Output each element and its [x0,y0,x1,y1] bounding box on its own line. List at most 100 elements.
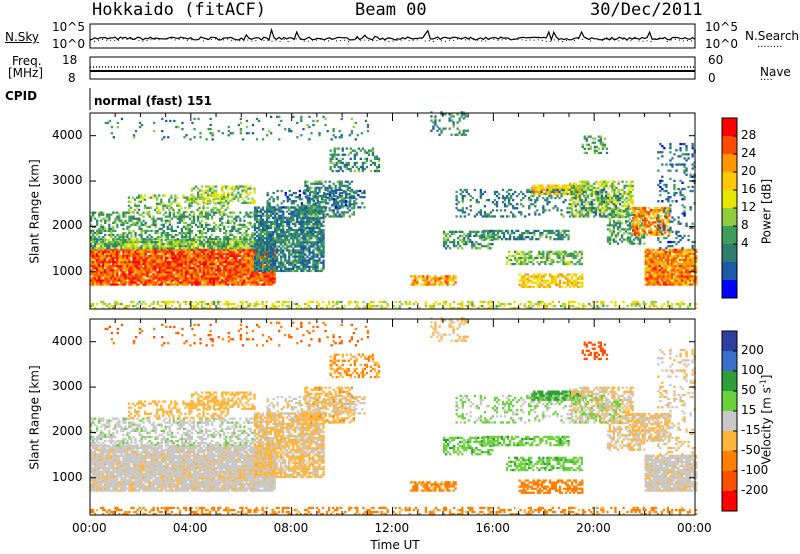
power-cell [522,252,525,255]
power-cell [213,229,216,233]
power-cell [140,254,143,258]
power-cell [312,255,315,258]
power-cell [467,240,470,244]
power-cell [253,214,257,217]
power-cell [282,224,285,228]
power-cell [176,279,179,282]
power-cell [302,267,305,270]
power-cell [235,273,238,276]
power-cell [186,281,190,284]
power-cell [331,155,334,158]
power-cell [300,224,303,228]
power-cell [158,236,161,239]
power-cell [202,197,206,200]
power-cell [194,271,198,274]
power-cell [158,271,161,274]
power-cell [259,241,263,244]
power-cell [198,283,202,286]
power-cell [205,243,208,246]
power-cell [126,243,129,246]
power-cell [276,237,279,240]
power-cell [266,257,269,260]
power-cell [229,247,232,250]
power-cell [257,226,261,230]
power-cell [192,236,196,239]
power-cell [178,245,181,248]
power-cell [134,277,137,280]
power-cell [166,227,169,231]
power-cell [152,245,155,248]
power-cell [282,214,285,217]
power-cell [108,245,111,248]
power-cell [526,262,529,266]
power-cell [110,277,113,280]
power-cell [102,275,105,278]
power-cell [263,251,267,254]
power-cell [278,228,281,232]
power-cell [209,269,212,272]
nsearch-point [618,40,620,42]
power-cell [164,238,167,242]
power-cell [557,233,560,237]
power-cell [268,202,271,205]
power-cell [304,267,307,270]
power-cell [138,225,141,228]
power-cell [292,239,295,242]
power-cell [442,236,446,240]
power-cell [528,254,531,258]
power-cell [235,275,238,278]
power-cell [273,247,276,250]
power-cell [130,269,133,272]
power-cell [207,229,210,233]
power-cell [94,281,97,284]
power-cell [116,252,119,255]
power-cell [294,263,297,266]
power-cell [552,258,555,262]
power-cell [536,256,539,260]
power-cell [544,281,548,284]
power-cell [550,262,553,266]
power-cell [353,163,356,167]
power-cell [288,253,291,256]
power-cell [263,247,267,250]
power-cell [136,260,139,264]
power-cell [324,186,327,189]
power-cell [211,217,214,220]
power-cell [192,215,196,218]
power-cell [576,254,579,258]
power-cell [267,262,270,266]
power-cell [154,208,157,211]
nsearch-point [364,39,366,41]
power-cell [142,262,145,266]
power-cell [120,248,123,251]
power-cell [136,211,139,214]
power-cell [170,256,173,260]
power-cell [310,213,313,216]
power-cell [270,265,273,268]
power-cell [114,254,117,258]
power-cell [430,279,433,282]
power-cell [528,256,531,260]
power-cell [126,265,129,268]
power-cell [217,225,220,228]
power-cell [170,238,173,242]
power-cell [540,277,543,280]
power-cell [227,265,230,268]
power-cell [458,117,461,120]
power-cell [198,269,202,272]
power-cell [352,213,355,216]
power-cell [282,220,285,224]
power-cell [430,283,433,286]
power-cell [373,161,377,165]
power-cell [255,206,259,209]
power-cell [140,223,143,226]
nsearch-point [461,38,463,40]
power-cell [184,281,188,284]
power-cell [355,161,358,165]
power-cell [318,190,321,194]
power-cell [278,237,281,240]
power-cell [318,220,321,224]
power-cell [292,212,295,215]
power-cell [162,279,165,282]
power-cell [188,198,191,201]
